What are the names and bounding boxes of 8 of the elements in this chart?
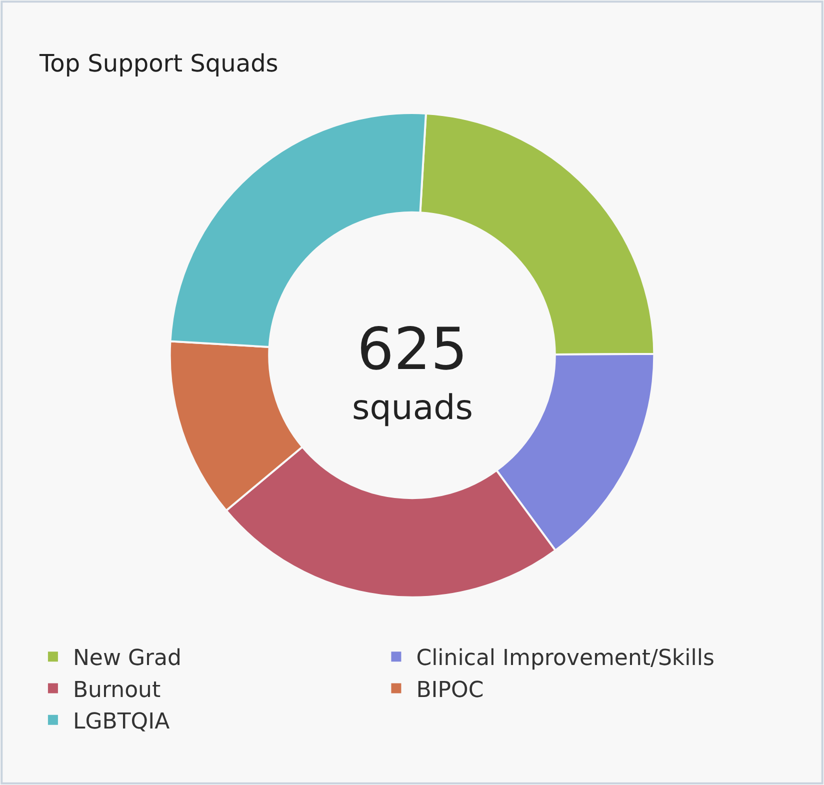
text: 625 [357, 315, 468, 383]
legend-label: LGBTQIA [72, 709, 170, 734]
text: squads [352, 388, 473, 428]
chart-title: Top Support Squads [38, 49, 278, 78]
legend-label: Clinical Improvement/Skills [416, 646, 714, 672]
legend-label: Burnout [72, 678, 161, 703]
legend-label: BIPOC [416, 678, 484, 703]
legend-label: New Grad [72, 646, 182, 672]
